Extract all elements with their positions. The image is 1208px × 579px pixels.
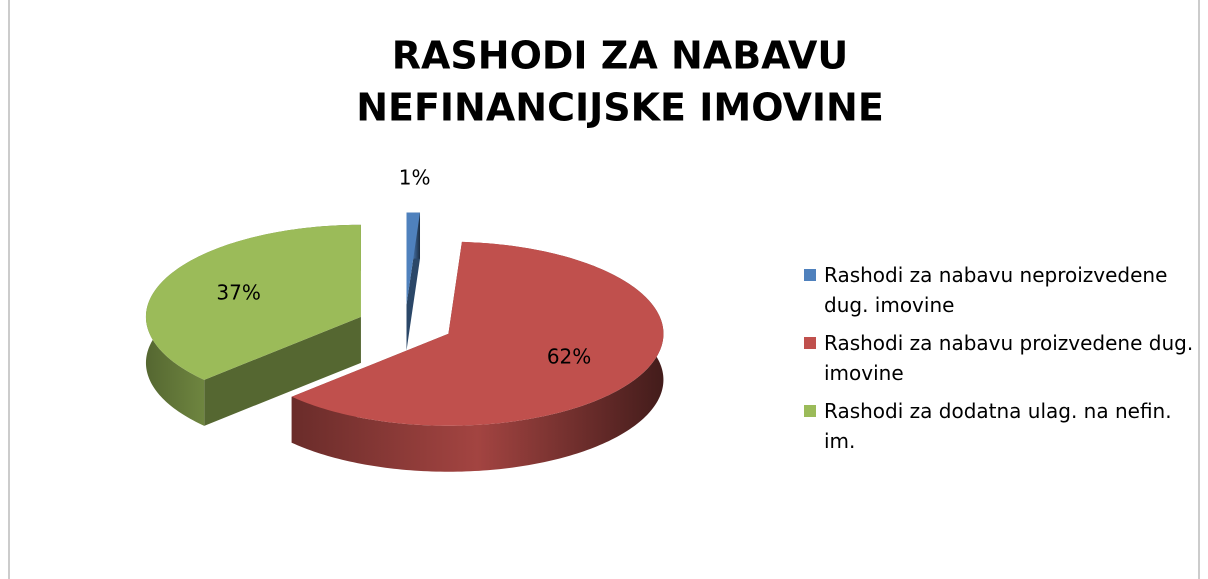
chart-title: NEFINANCIJSKE IMOVINE bbox=[356, 86, 884, 130]
legend-swatch bbox=[804, 269, 816, 281]
legend-swatch bbox=[804, 405, 816, 417]
slice bbox=[291, 241, 664, 426]
chart-border bbox=[8, 0, 1200, 579]
slice-side bbox=[204, 316, 361, 426]
legend-item: Rashodi za nabavu proizvedene dug. imovi… bbox=[804, 328, 1194, 388]
slice bbox=[145, 224, 361, 380]
data-label: 1% bbox=[399, 166, 431, 190]
data-label: 62% bbox=[547, 345, 591, 369]
data-label: 37% bbox=[216, 281, 260, 305]
slice bbox=[406, 212, 421, 305]
legend-label: Rashodi za dodatna ulag. na nefin. im. bbox=[824, 399, 1172, 453]
tops bbox=[145, 212, 664, 426]
legend-item: Rashodi za dodatna ulag. na nefin. im. bbox=[804, 396, 1194, 456]
chart-title: RASHODI ZA NABAVU bbox=[392, 34, 849, 78]
legend-swatch bbox=[804, 337, 816, 349]
legend-item: Rashodi za nabavu neproizvedene dug. imo… bbox=[804, 260, 1194, 320]
legend-label: Rashodi za nabavu neproizvedene dug. imo… bbox=[824, 263, 1168, 317]
legend: Rashodi za nabavu neproizvedene dug. imo… bbox=[804, 260, 1194, 464]
legend-label: Rashodi za nabavu proizvedene dug. imovi… bbox=[824, 331, 1194, 385]
